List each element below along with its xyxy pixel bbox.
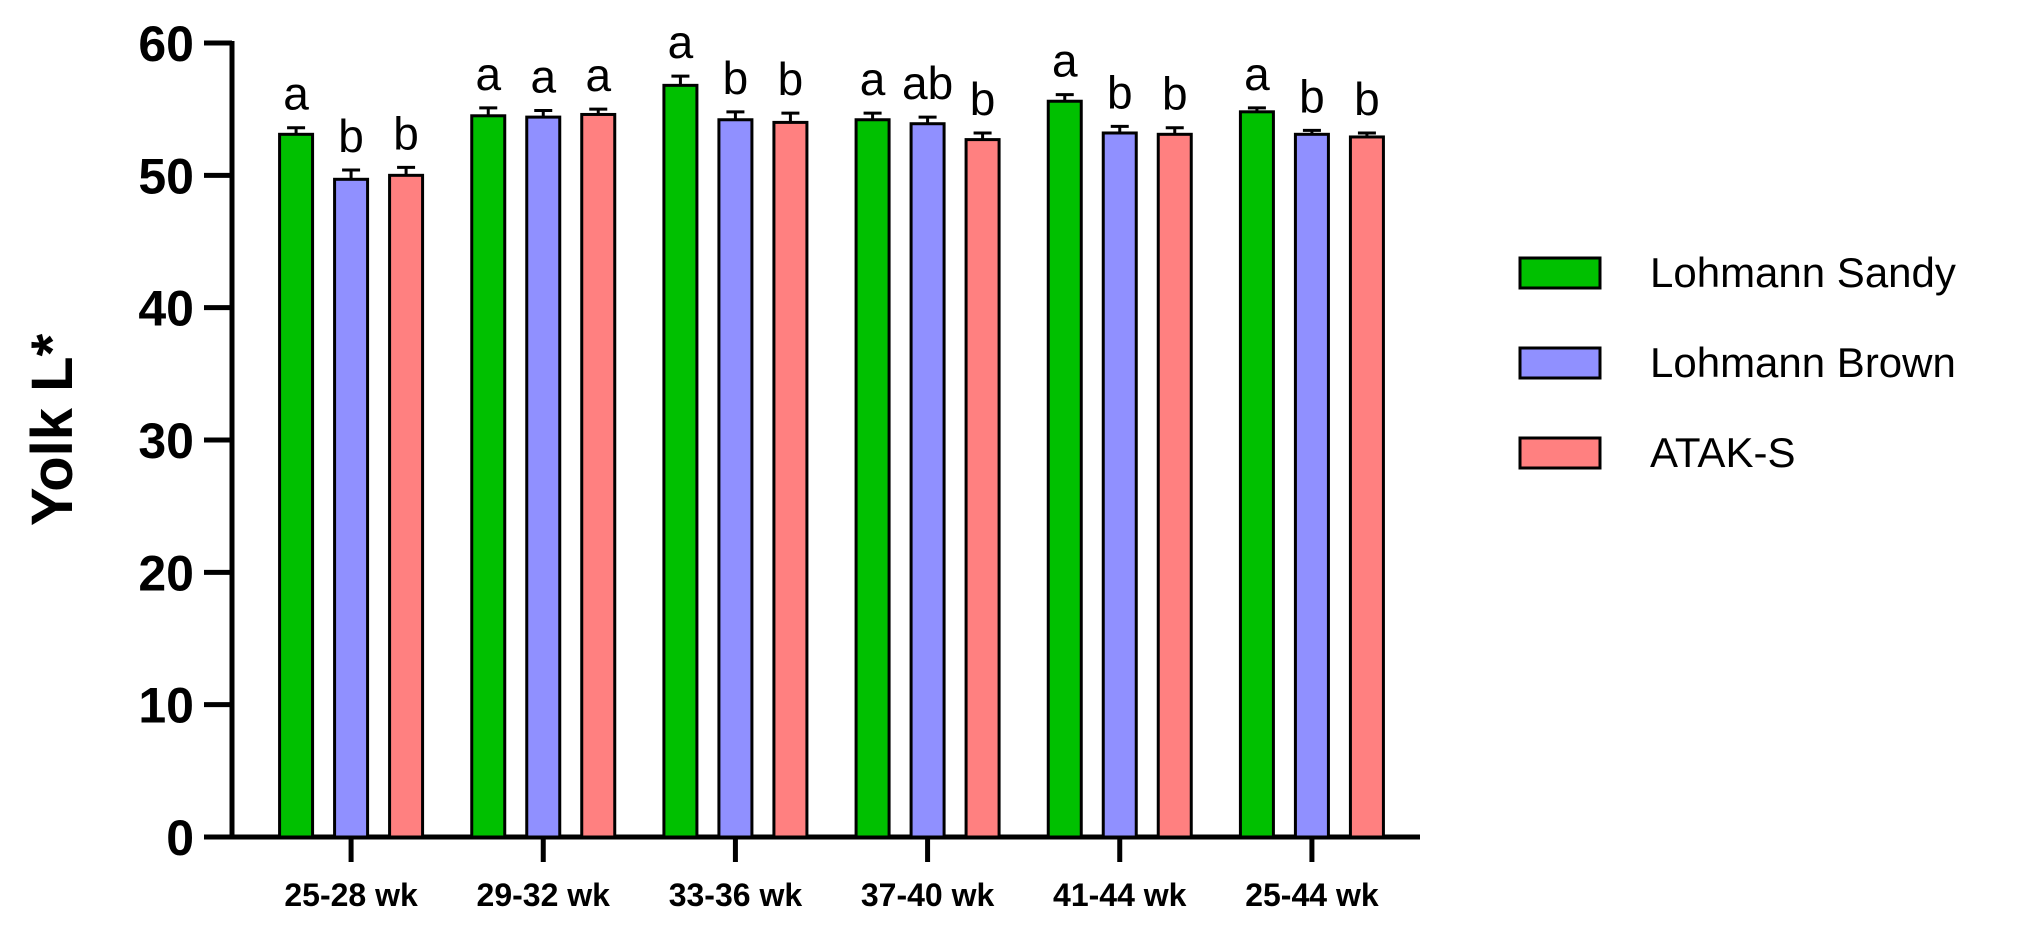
legend-label: ATAK-S — [1650, 429, 1795, 476]
x-tick-label: 37-40 wk — [861, 877, 995, 913]
significance-letter: b — [393, 107, 419, 159]
significance-letter: b — [970, 73, 996, 125]
bar-lohmann-brown — [333, 177, 370, 839]
significance-letter: b — [1354, 73, 1380, 125]
bar-atak-s — [1348, 135, 1385, 839]
y-tick-label: 60 — [138, 16, 194, 72]
x-tick-label: 41-44 wk — [1053, 877, 1187, 913]
significance-letter: ab — [902, 57, 953, 109]
significance-letter: b — [1107, 66, 1133, 118]
significance-letter: a — [530, 50, 556, 102]
significance-letter: a — [668, 16, 694, 68]
legend-swatch — [1518, 436, 1602, 470]
bar-lohmann-sandy — [1238, 110, 1275, 839]
significance-letter: a — [475, 48, 501, 100]
significance-letter: b — [1162, 68, 1188, 120]
y-tick-label: 10 — [138, 678, 194, 734]
significance-letter: a — [1052, 35, 1078, 87]
x-tick-label: 25-28 wk — [284, 877, 418, 913]
legend-label: Lohmann Sandy — [1650, 249, 1956, 296]
legend-swatch — [1518, 256, 1602, 290]
significance-letter: b — [778, 53, 804, 105]
y-axis-title-group: Yolk L* — [20, 333, 85, 526]
y-axis-title: Yolk L* — [20, 333, 85, 526]
significance-letter: a — [283, 68, 309, 120]
y-tick-label: 40 — [138, 281, 194, 337]
significance-letter: a — [860, 53, 886, 105]
x-tick-label: 29-32 wk — [477, 877, 611, 913]
bar-lohmann-brown — [1293, 132, 1330, 839]
bar-lohmann-sandy — [854, 118, 891, 839]
bar-lohmann-brown — [525, 115, 562, 839]
x-tick-label: 25-44 wk — [1245, 877, 1379, 913]
axes: 0 10 20 30 40 50 60 25-28 wk 29-32 wk 33-36 wk 37-… — [138, 16, 1420, 913]
x-tick-label: 33-36 wk — [669, 877, 803, 913]
bars: ab ba a aab b a ab bab b a b b — [278, 16, 1385, 839]
bar-lohmann-sandy — [1046, 99, 1083, 839]
y-tick-label: 30 — [138, 413, 194, 469]
bar-atak-s — [772, 120, 809, 839]
bar-lohmann-sandy — [470, 114, 507, 839]
significance-letter: a — [1244, 48, 1270, 100]
significance-letter: a — [585, 49, 611, 101]
bar-atak-s — [1156, 132, 1193, 839]
bar-lohmann-brown — [909, 122, 946, 839]
bar-atak-s — [580, 112, 617, 839]
bar-atak-s — [388, 173, 425, 839]
legend-swatch — [1518, 346, 1602, 380]
significance-letter: b — [338, 110, 364, 162]
y-tick-label: 50 — [138, 148, 194, 204]
significance-letter: b — [1299, 70, 1325, 122]
significance-letter: b — [723, 52, 749, 104]
y-tick-label: 20 — [138, 545, 194, 601]
bar-lohmann-brown — [717, 118, 754, 839]
legend: Lohmann Sandy Lohmann Brown ATAK-S — [1518, 249, 1956, 476]
y-tick-label: 0 — [166, 810, 194, 866]
bar-lohmann-brown — [1101, 131, 1138, 839]
bar-atak-s — [964, 138, 1001, 839]
legend-label: Lohmann Brown — [1650, 339, 1956, 386]
bar-lohmann-sandy — [278, 132, 315, 839]
bar-lohmann-sandy — [662, 83, 699, 839]
